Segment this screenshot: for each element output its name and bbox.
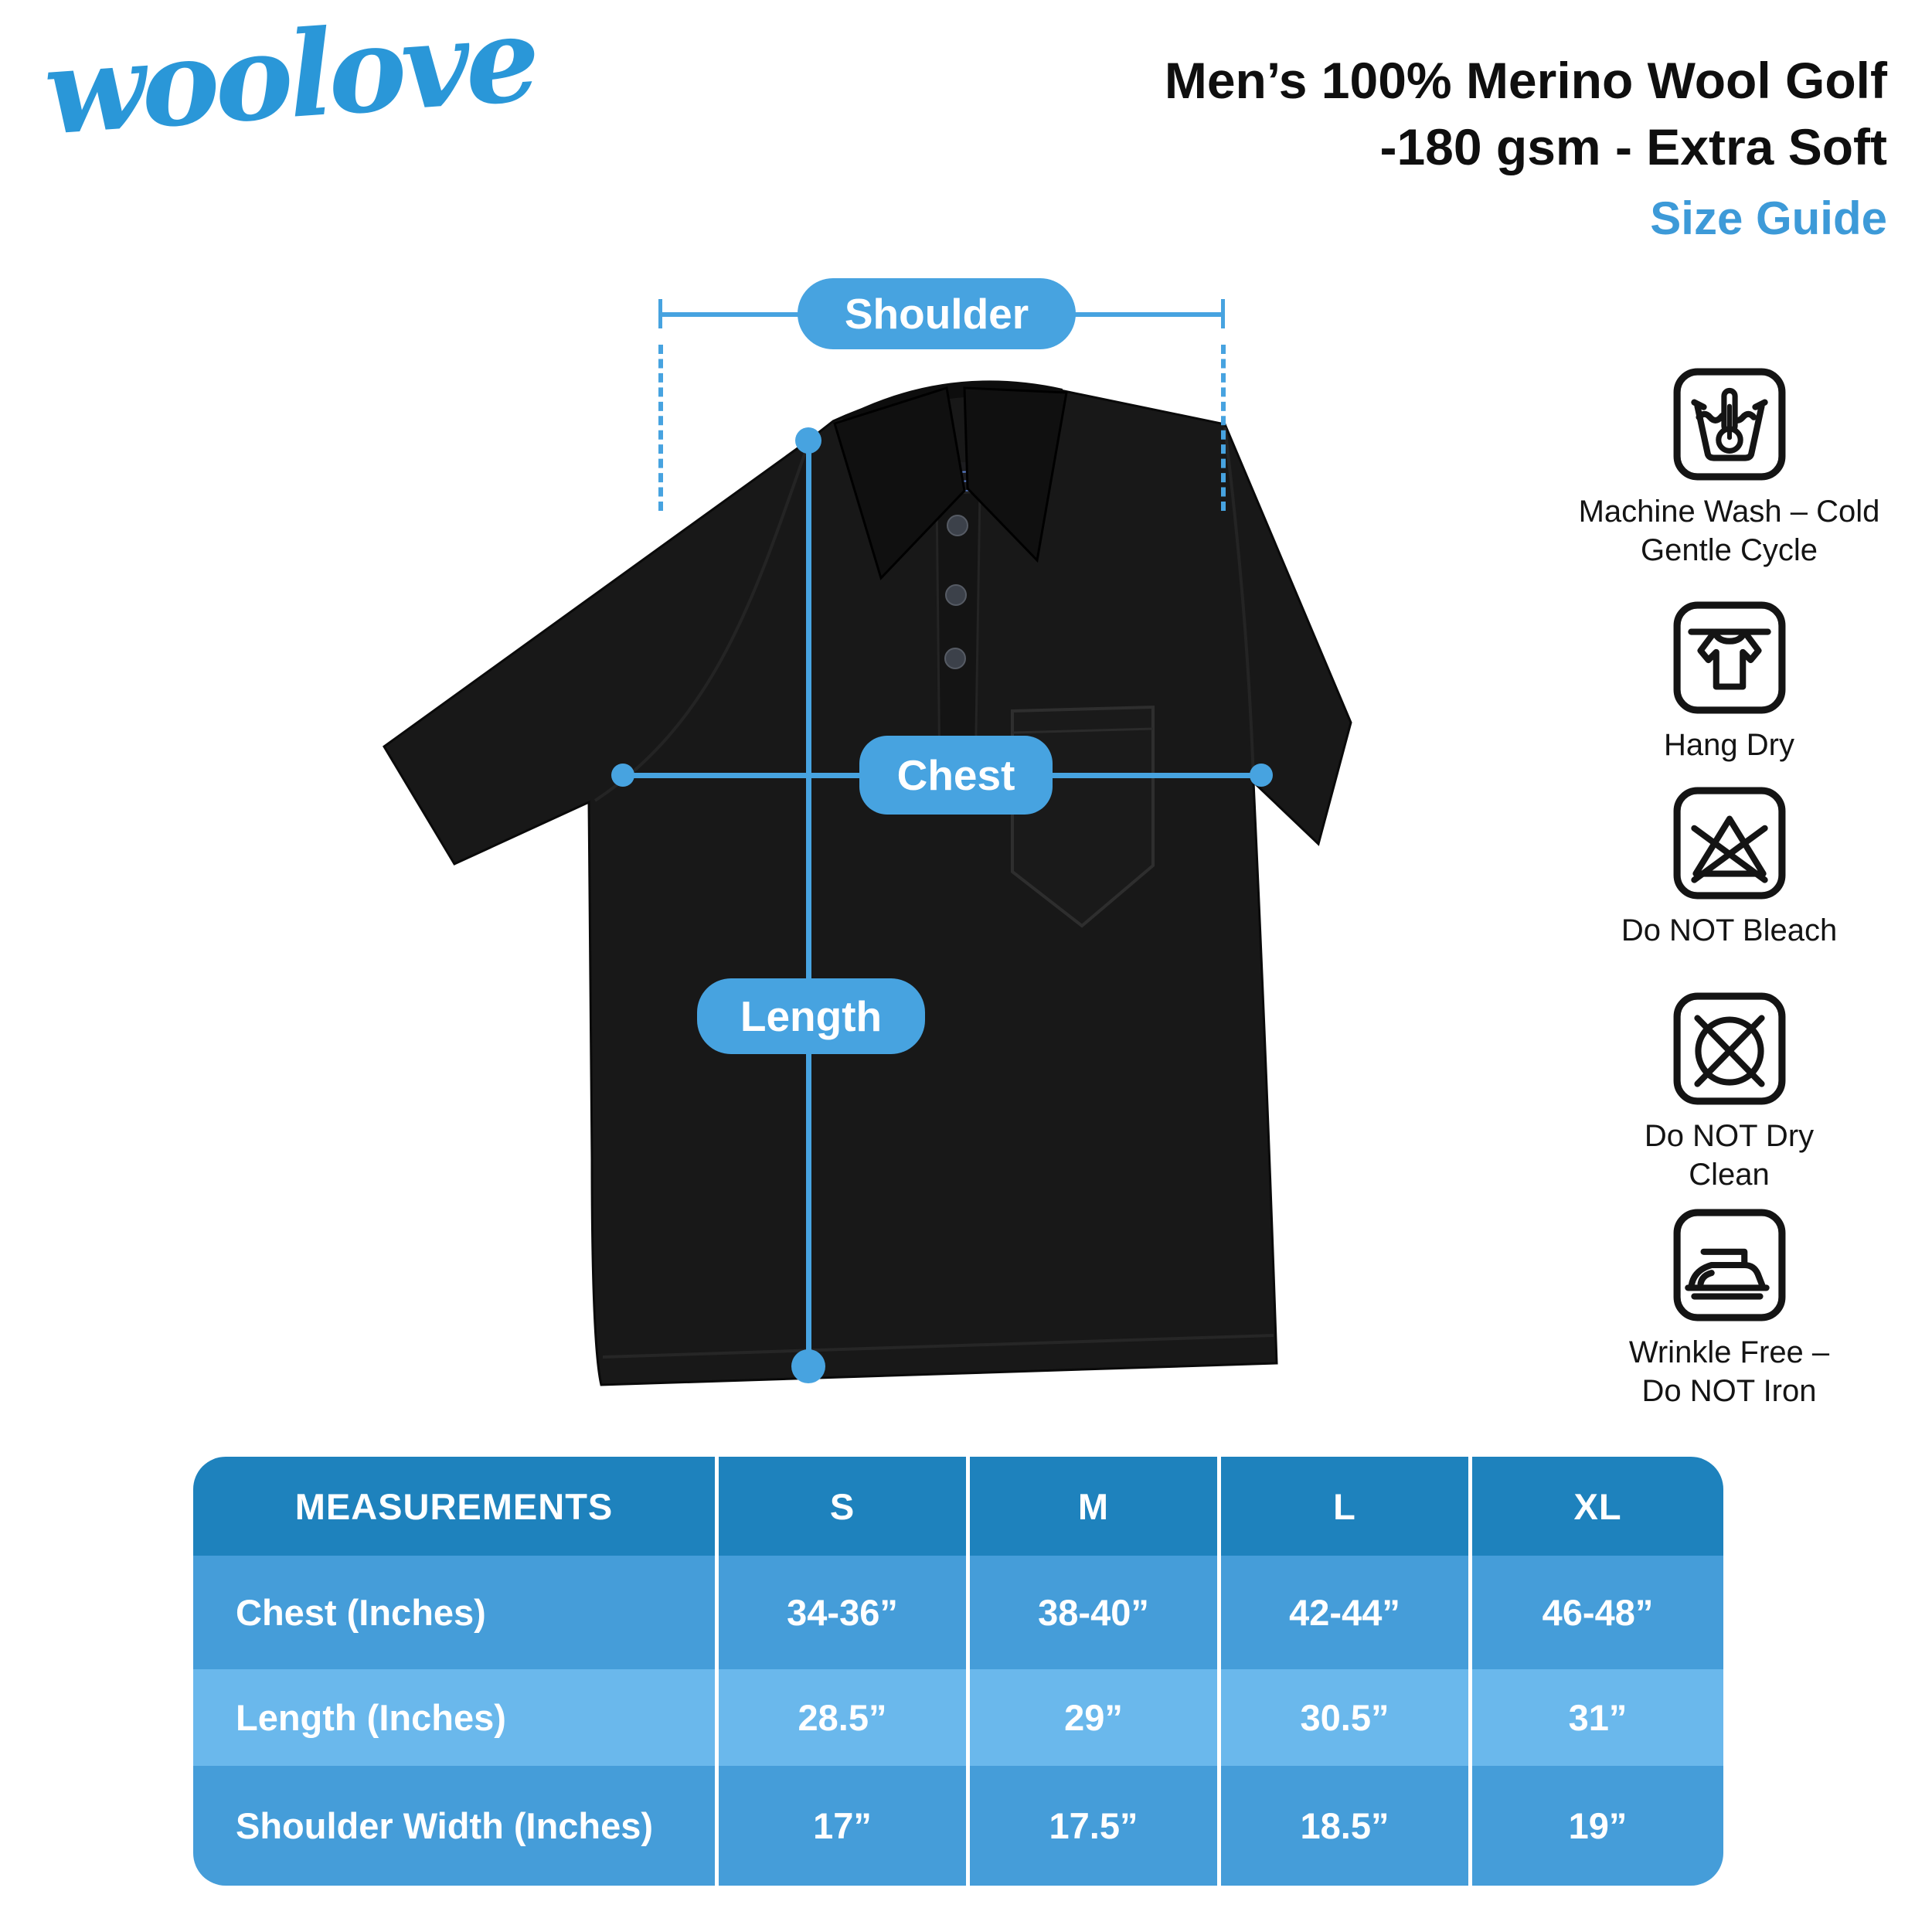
table-header-m: M — [970, 1457, 1221, 1556]
table-cell: 19” — [1472, 1766, 1723, 1886]
wrinkle-free-do-not-iron-icon — [1673, 1209, 1785, 1321]
machine-wash-cold-icon — [1673, 368, 1785, 481]
do-not-dry-clean-icon — [1673, 992, 1785, 1105]
care-item-hang-dry: Hang Dry — [1557, 599, 1901, 764]
button — [945, 584, 967, 606]
chest-endpoint-right — [1250, 764, 1273, 787]
shoulder-dashed-right — [1221, 345, 1226, 511]
table-cell: 34-36” — [719, 1556, 970, 1669]
table-cell: 46-48” — [1472, 1556, 1723, 1669]
title-block: Men’s 100% Merino Wool Golf -180 gsm - E… — [805, 48, 1887, 245]
table-cell: 38-40” — [970, 1556, 1221, 1669]
table-cell: 31” — [1472, 1669, 1723, 1766]
table-cell: 29” — [970, 1669, 1221, 1766]
brand-logo: woolove — [39, 0, 540, 162]
shoulder-tick-right — [1221, 299, 1225, 328]
care-label: Wrinkle Free – Do NOT Iron — [1628, 1335, 1830, 1408]
chest-endpoint-left — [611, 764, 634, 787]
shoulder-dashed-left — [658, 345, 663, 511]
table-cell: 17” — [719, 1766, 970, 1886]
length-endpoint-bottom — [791, 1349, 825, 1383]
length-measure-line — [806, 439, 811, 1366]
care-label: Do NOT Dry Clean — [1644, 1119, 1815, 1192]
length-measurement-label: Length — [697, 978, 925, 1054]
table-header-measurements: MEASUREMENTS — [193, 1457, 719, 1556]
table-header-s: S — [719, 1457, 970, 1556]
button — [944, 648, 966, 669]
do-not-bleach-icon — [1673, 787, 1785, 900]
chest-measurement-label: Chest — [859, 736, 1053, 815]
shoulder-measurement-label: Shoulder — [798, 278, 1076, 349]
table-cell: 28.5” — [719, 1669, 970, 1766]
table-cell: 18.5” — [1221, 1766, 1472, 1886]
care-item-machine-wash: Machine Wash – Cold Gentle Cycle — [1557, 366, 1901, 570]
care-item-do-not-bleach: Do NOT Bleach — [1557, 784, 1901, 950]
table-row-label-chest: Chest (Inches) — [193, 1556, 719, 1669]
care-item-do-not-iron: Wrinkle Free – Do NOT Iron — [1557, 1206, 1901, 1410]
care-label: Machine Wash – Cold Gentle Cycle — [1578, 495, 1880, 567]
product-title-line2: -180 gsm - Extra Soft — [1379, 117, 1887, 175]
size-table: MEASUREMENTS S M L XL Chest (Inches) 34-… — [193, 1457, 1723, 1886]
table-cell: 42-44” — [1221, 1556, 1472, 1669]
hang-dry-icon — [1673, 601, 1785, 714]
table-header-l: L — [1221, 1457, 1472, 1556]
collar-left — [833, 386, 966, 580]
polo-shirt-illustration — [383, 380, 1352, 1386]
table-cell: 17.5” — [970, 1766, 1221, 1886]
table-row-label-shoulder-width: Shoulder Width (Inches) — [193, 1766, 719, 1886]
size-guide-subtitle: Size Guide — [1650, 192, 1887, 244]
shoulder-tick-left — [658, 299, 662, 328]
table-header-xl: XL — [1472, 1457, 1723, 1556]
table-row-label-length: Length (Inches) — [193, 1669, 719, 1766]
care-label: Do NOT Bleach — [1621, 913, 1838, 947]
length-endpoint-top — [795, 427, 821, 454]
care-label: Hang Dry — [1664, 728, 1794, 762]
collar-right — [963, 386, 1068, 563]
care-item-do-not-dry-clean: Do NOT Dry Clean — [1557, 990, 1901, 1194]
table-cell: 30.5” — [1221, 1669, 1472, 1766]
product-title-line1: Men’s 100% Merino Wool Golf — [1164, 52, 1887, 109]
button — [947, 515, 968, 536]
